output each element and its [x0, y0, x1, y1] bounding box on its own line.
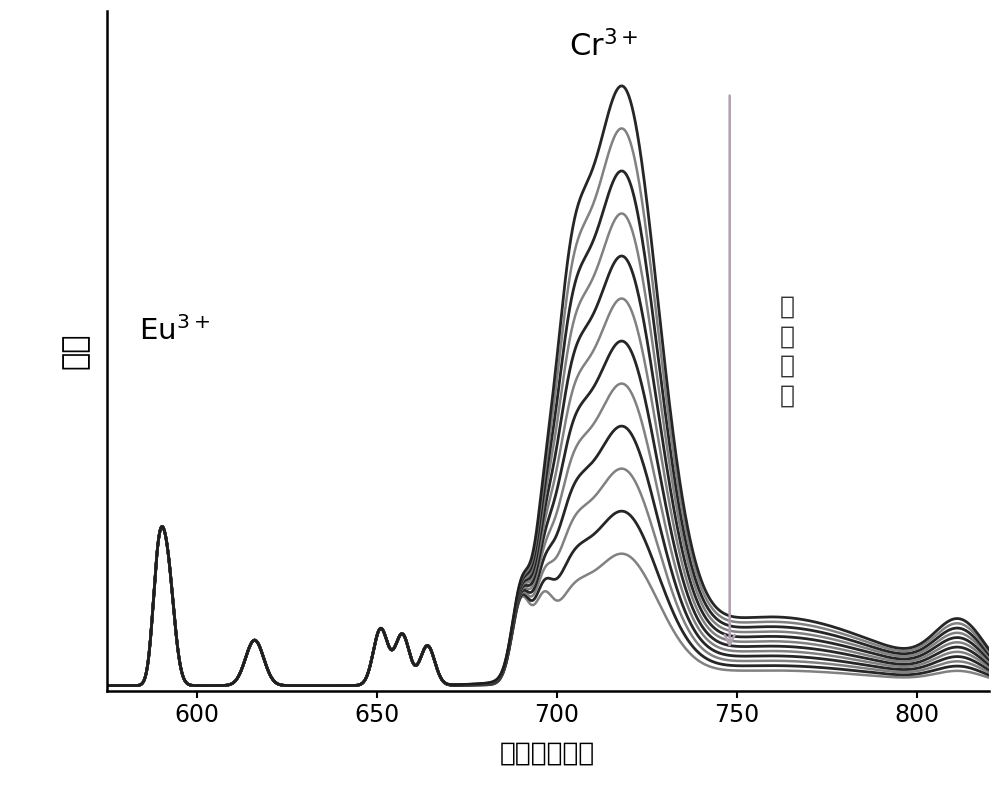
X-axis label: 波长（纳米）: 波长（纳米）: [500, 741, 595, 767]
Text: 温
度
升
高: 温 度 升 高: [780, 295, 795, 408]
Text: $\mathrm{Eu}^{3+}$: $\mathrm{Eu}^{3+}$: [139, 316, 210, 346]
Text: $\mathrm{Cr}^{3+}$: $\mathrm{Cr}^{3+}$: [569, 30, 638, 63]
Y-axis label: 强度: 强度: [61, 333, 90, 369]
